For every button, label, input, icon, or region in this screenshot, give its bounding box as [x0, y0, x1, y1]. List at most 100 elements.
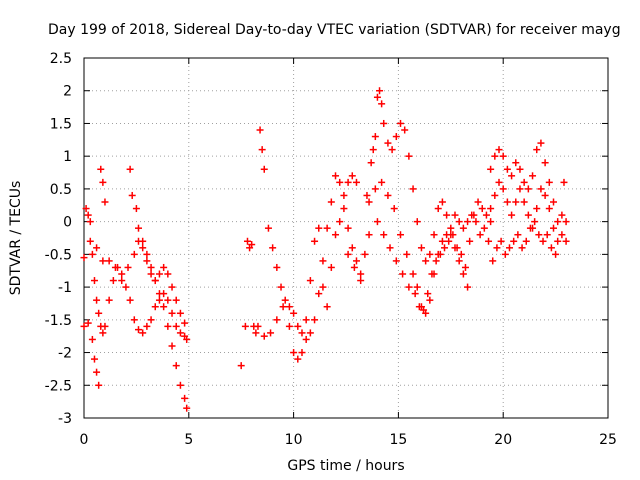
data-point	[111, 263, 119, 271]
data-point	[172, 362, 180, 370]
data-point	[499, 152, 507, 160]
y-tick-label: 0.5	[50, 182, 72, 198]
data-point	[403, 250, 411, 258]
data-point	[552, 250, 560, 258]
data-point	[88, 250, 96, 258]
series-group	[254, 205, 373, 363]
y-tick-label: -2	[58, 346, 72, 362]
data-point	[453, 244, 461, 252]
data-point	[311, 316, 319, 324]
data-point	[254, 322, 262, 330]
data-point	[336, 218, 344, 226]
y-axis-label: SDTVAR / TECUs	[8, 181, 24, 296]
data-point	[306, 277, 314, 285]
data-point	[480, 224, 488, 232]
y-tick-label: -2.5	[45, 378, 72, 394]
data-point	[315, 290, 323, 298]
data-point	[497, 237, 505, 245]
data-point	[371, 185, 379, 193]
data-point	[109, 277, 117, 285]
data-point	[399, 270, 407, 278]
data-point	[168, 283, 176, 291]
data-point	[365, 231, 373, 239]
data-point	[260, 165, 268, 173]
x-tick-label: 10	[285, 432, 303, 448]
data-point	[438, 237, 446, 245]
data-point	[430, 231, 438, 239]
data-point	[380, 231, 388, 239]
data-point	[319, 283, 327, 291]
data-point	[422, 257, 430, 265]
data-point	[118, 270, 126, 278]
data-point	[290, 349, 298, 357]
data-point	[558, 231, 566, 239]
data-point	[147, 263, 155, 271]
data-point	[434, 205, 442, 213]
data-point	[520, 198, 528, 206]
data-point	[93, 296, 101, 304]
data-point	[90, 277, 98, 285]
y-tick-label: -1.5	[45, 313, 72, 329]
data-point	[160, 263, 168, 271]
data-point	[336, 178, 344, 186]
data-point	[420, 306, 428, 314]
y-tick-label: -0.5	[45, 247, 72, 263]
data-point	[340, 191, 348, 199]
data-point	[547, 244, 555, 252]
data-point	[514, 231, 522, 239]
data-point	[273, 263, 281, 271]
data-point	[95, 381, 103, 389]
data-point	[147, 270, 155, 278]
data-point	[168, 342, 176, 350]
data-point	[378, 178, 386, 186]
x-tick-label: 5	[184, 432, 193, 448]
data-point	[426, 250, 434, 258]
data-point	[461, 263, 469, 271]
data-point	[550, 224, 558, 232]
data-point	[470, 211, 478, 219]
series-group	[237, 126, 360, 370]
data-point	[413, 283, 421, 291]
data-point	[537, 185, 545, 193]
data-point	[323, 224, 331, 232]
y-tick-label: 2	[63, 84, 72, 100]
data-point	[369, 146, 377, 154]
data-point	[332, 172, 340, 180]
data-point	[352, 257, 360, 265]
data-point	[516, 165, 524, 173]
data-point	[436, 250, 444, 258]
data-point	[413, 218, 421, 226]
data-point	[294, 355, 302, 363]
data-point	[344, 178, 352, 186]
data-point	[260, 332, 268, 340]
data-point	[327, 263, 335, 271]
data-point	[348, 244, 356, 252]
data-point	[520, 178, 528, 186]
data-point	[298, 349, 306, 357]
data-point	[405, 152, 413, 160]
data-point	[285, 322, 293, 330]
data-point	[512, 159, 520, 167]
data-point	[90, 355, 98, 363]
data-point	[474, 198, 482, 206]
data-point	[384, 191, 392, 199]
data-point	[285, 303, 293, 311]
series-group	[487, 139, 570, 245]
data-point	[256, 126, 264, 134]
data-point	[373, 93, 381, 101]
x-tick-label: 15	[389, 432, 407, 448]
data-point	[151, 303, 159, 311]
series-group	[80, 205, 191, 343]
data-point	[533, 146, 541, 154]
data-point	[545, 178, 553, 186]
data-point	[128, 191, 136, 199]
data-point	[93, 368, 101, 376]
data-point	[332, 231, 340, 239]
data-point	[172, 296, 180, 304]
data-point	[122, 283, 130, 291]
data-point	[147, 316, 155, 324]
data-point	[455, 218, 463, 226]
data-point	[499, 185, 507, 193]
y-tick-label: 0	[63, 215, 72, 231]
